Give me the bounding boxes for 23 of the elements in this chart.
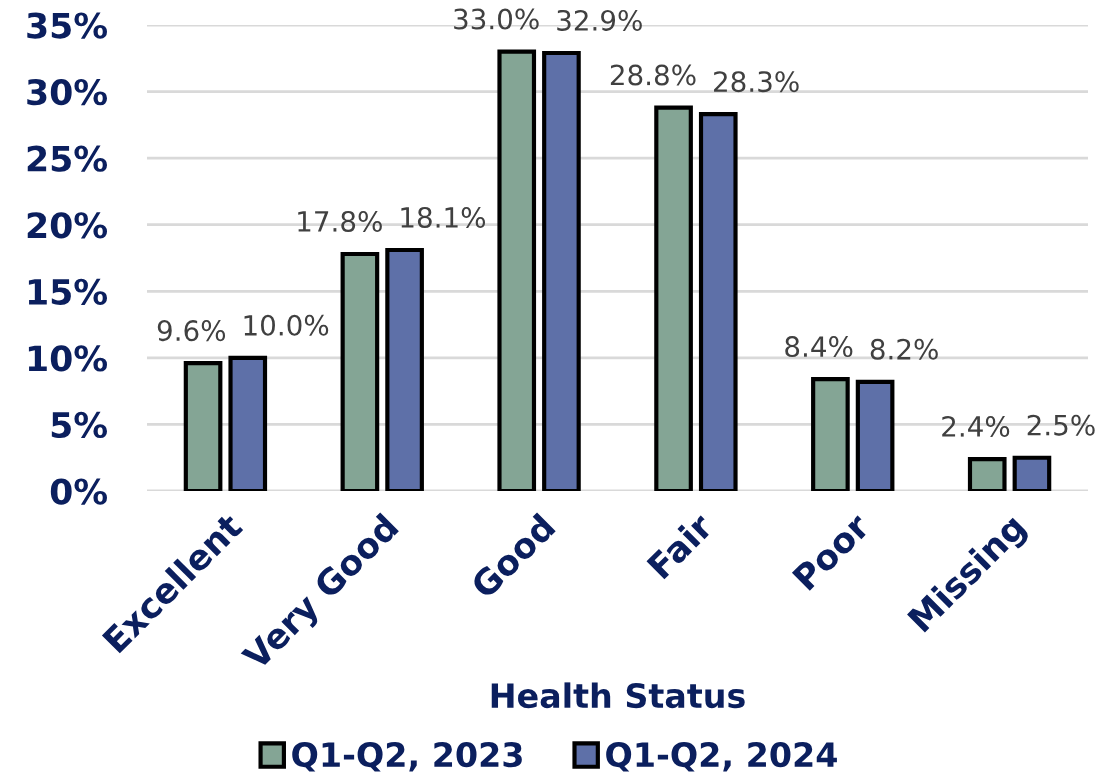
data-label: 8.4% — [785, 336, 853, 358]
data-label: 10.0% — [244, 314, 329, 336]
y-tick-label: 35% — [27, 12, 108, 39]
y-tick-label: 10% — [28, 345, 108, 372]
data-label: 8.2% — [870, 338, 938, 360]
data-label: 2.4% — [942, 415, 1010, 437]
data-label: 2.5% — [1027, 414, 1095, 436]
data-label: 28.3% — [714, 71, 799, 93]
data-label: 28.8% — [610, 64, 696, 86]
data-label: 33.0% — [454, 8, 539, 30]
y-tick-label: 5% — [51, 411, 108, 439]
data-label: 32.9% — [557, 9, 642, 31]
data-label: 18.1% — [401, 206, 486, 228]
legend-label: Q1-Q2, 2023 — [292, 741, 522, 772]
y-tick-label: 0% — [50, 478, 108, 505]
y-tick-label: 15% — [28, 278, 108, 305]
data-label: 17.8% — [298, 210, 382, 232]
x-axis-title: Health Status — [491, 682, 745, 709]
data-label: 9.6% — [157, 320, 226, 342]
y-tick-label: 25% — [27, 145, 108, 172]
y-tick-label: 30% — [27, 78, 108, 106]
legend-label: Q1-Q2, 2024 — [606, 741, 837, 772]
y-tick-label: 20% — [27, 212, 108, 239]
